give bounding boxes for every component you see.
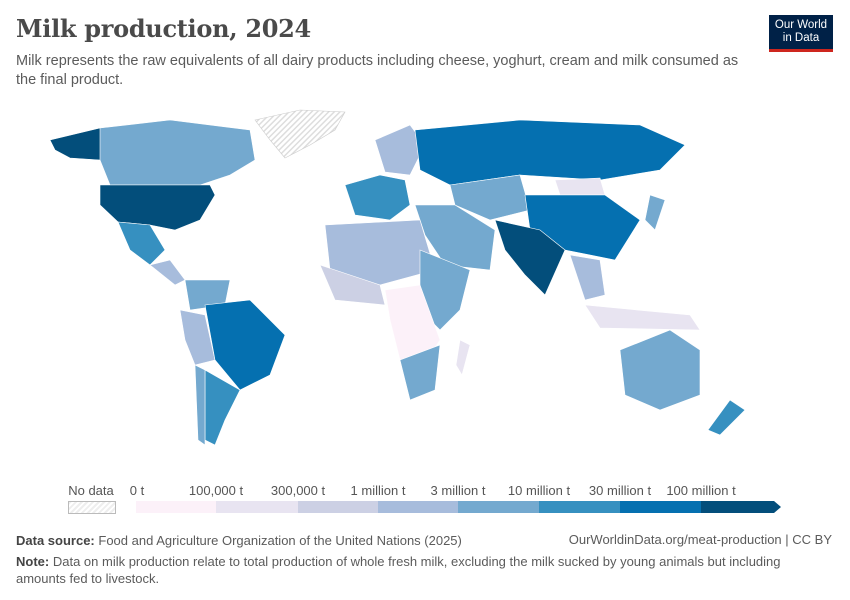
greenland[interactable] — [254, 109, 346, 159]
legend-tick: 100 million t — [666, 483, 736, 498]
mongolia[interactable] — [554, 177, 606, 196]
source-text: Food and Agriculture Organization of the… — [98, 533, 462, 548]
brazil[interactable] — [204, 299, 286, 391]
russia[interactable] — [414, 119, 686, 186]
madagascar[interactable] — [455, 339, 471, 376]
legend-swatch — [216, 501, 299, 513]
legend-tick: 10 million t — [507, 483, 571, 498]
world-map[interactable] — [0, 100, 850, 470]
europe-west[interactable] — [344, 174, 411, 221]
legend-arrow — [774, 501, 781, 513]
middle-east[interactable] — [414, 204, 496, 271]
australia[interactable] — [619, 329, 701, 411]
west-africa[interactable] — [319, 264, 386, 306]
chile[interactable] — [194, 364, 206, 446]
new-zealand[interactable] — [707, 399, 746, 436]
united-states[interactable] — [99, 184, 216, 231]
legend-swatch — [620, 501, 702, 513]
scandinavia[interactable] — [374, 124, 426, 176]
legend-tick: 300,000 t — [270, 483, 326, 498]
chart-subtitle: Milk represents the raw equivalents of a… — [16, 53, 739, 88]
note: Note: Data on milk production relate to … — [16, 553, 816, 587]
canada[interactable] — [99, 119, 256, 186]
legend-swatch — [298, 501, 379, 513]
chart-title: Milk production, 2024 — [16, 14, 311, 43]
owid-logo[interactable]: Our World in Data — [769, 15, 833, 52]
legend-no-data-swatch — [68, 501, 116, 514]
indonesia[interactable] — [584, 304, 701, 331]
legend: No data 0 t 100,000 t 300,000 t 1 millio… — [0, 480, 850, 520]
southeast-asia[interactable] — [569, 254, 606, 301]
central-asia[interactable] — [449, 174, 531, 221]
north-africa[interactable] — [324, 219, 436, 286]
legend-swatch — [539, 501, 621, 513]
mexico[interactable] — [117, 221, 166, 266]
source-label: Data source: — [16, 533, 95, 548]
legend-tick: 3 million t — [430, 483, 486, 498]
legend-tick: 30 million t — [588, 483, 652, 498]
india-pakistan[interactable] — [494, 219, 566, 296]
legend-tick: 1 million t — [350, 483, 406, 498]
southern-africa[interactable] — [399, 344, 441, 401]
note-label: Note: — [16, 554, 50, 569]
legend-swatch — [458, 501, 540, 513]
legend-swatch — [136, 501, 217, 513]
source-url[interactable]: OurWorldinData.org/meat-production | CC … — [568, 532, 832, 547]
central-america[interactable] — [149, 259, 186, 286]
legend-tick: 100,000 t — [188, 483, 244, 498]
legend-tick: 0 t — [129, 483, 145, 498]
japan[interactable] — [644, 194, 666, 231]
legend-no-data-label: No data — [68, 483, 114, 498]
peru-bolivia[interactable] — [179, 309, 216, 366]
legend-swatch — [378, 501, 459, 513]
note-text: Data on milk production relate to total … — [16, 554, 781, 586]
data-source: Data source: Food and Agriculture Organi… — [16, 532, 462, 549]
legend-swatch — [701, 501, 774, 513]
